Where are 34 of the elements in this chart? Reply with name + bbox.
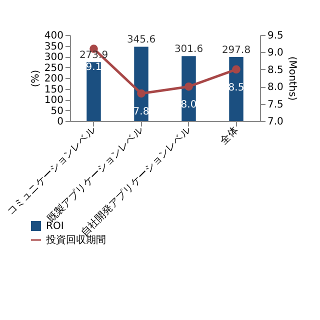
y2-tick-label: 9.0 (268, 48, 284, 59)
y2-tick-label: 9.5 (268, 30, 284, 42)
data-label: 8.5 (228, 82, 244, 94)
x-tick-label: 全体 (218, 124, 240, 147)
data-label: 301.6 (174, 44, 204, 56)
y2-axis-title: (Months) (286, 56, 298, 101)
data-label: 297.8 (222, 44, 251, 56)
y-tick-label: 350 (44, 41, 64, 52)
y-tick-label: 100 (44, 95, 64, 106)
y2-tick-label: 8.5 (268, 64, 284, 76)
y-axis-title: (%) (30, 70, 42, 88)
point (137, 89, 146, 98)
point (232, 65, 240, 74)
bar (182, 56, 196, 121)
point (184, 82, 193, 91)
y-tick-label: 50 (50, 106, 64, 117)
y-tick-label: 300 (44, 52, 64, 63)
y2-tick-label: 7.0 (268, 116, 284, 128)
data-label: 7.8 (133, 106, 150, 118)
y2-tick-label: 8.0 (268, 82, 284, 94)
legend-label: 投資回収期間 (45, 234, 106, 246)
y-tick-label: 0 (57, 116, 64, 128)
data-label: 9.1 (86, 62, 102, 73)
y2-tick-label: 7.5 (268, 99, 284, 110)
y-tick-label: 200 (44, 74, 64, 84)
bar (134, 46, 148, 121)
legend-label: ROI (46, 221, 64, 232)
bar (229, 56, 244, 121)
y-tick-label: 150 (44, 84, 64, 96)
bar (86, 62, 101, 121)
y-tick-label: 250 (44, 62, 64, 74)
data-label: 345.6 (126, 34, 156, 46)
data-label: 8.0 (180, 100, 197, 111)
y-tick-label: 400 (44, 30, 64, 42)
